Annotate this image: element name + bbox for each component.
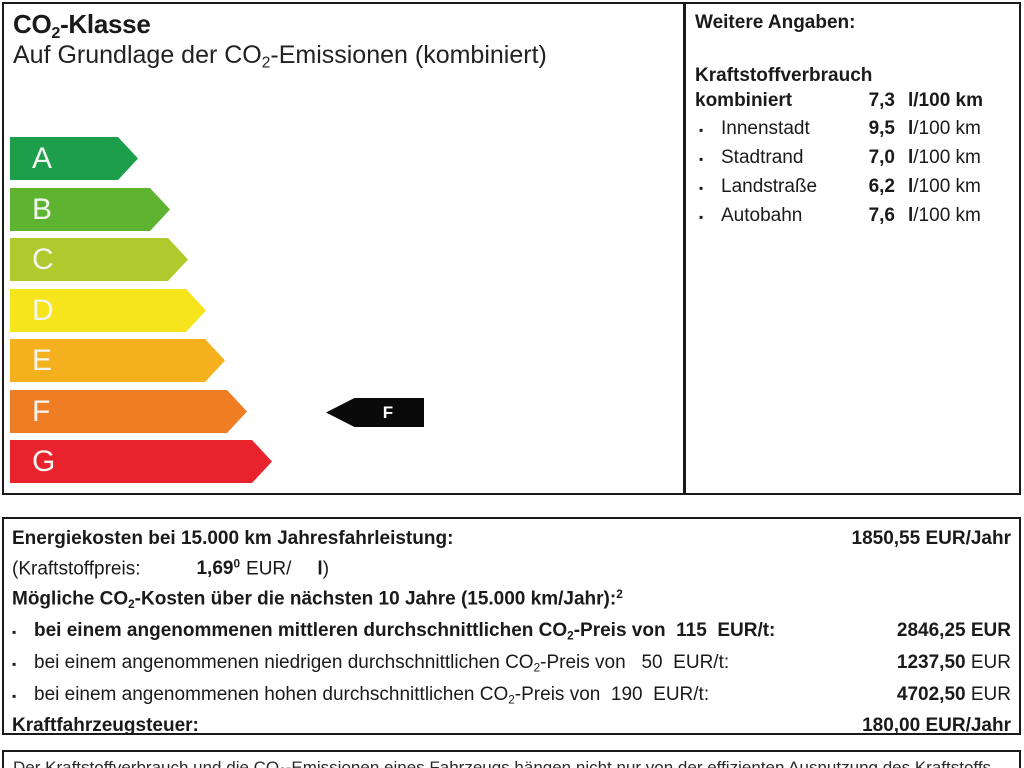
panel-divider [683, 4, 686, 493]
consumption-row-combined: kombiniert 7,3 l/100 km [695, 87, 1015, 115]
row-unit: l/100 km [908, 147, 981, 168]
row-label: Innenstadt [721, 118, 810, 139]
weitere-angaben-heading: Weitere Angaben: [695, 12, 856, 33]
co2-cost-scenario-medium: ▪ bei einem angenommenen mittleren durch… [12, 618, 1011, 650]
class-letter: B [32, 192, 53, 226]
scenario-text: bei einem angenommenen mittleren durchsc… [34, 620, 776, 643]
scenario-amount: 2846,25 EUR [896, 620, 1011, 642]
vehicle-class-marker: F [326, 398, 424, 427]
class-arrow-b: B [10, 188, 170, 231]
energy-costs-value: 1850,55 EUR/Jahr [851, 528, 1012, 549]
energy-costs-line: Energiekosten bei 15.000 km Jahresfahrle… [12, 526, 1011, 552]
fuel-price-value: 1,690 [196, 558, 241, 580]
scenario-text: bei einem angenommenen niedrigen durchsc… [34, 652, 730, 675]
scenario-amount: 4702,50 EUR [896, 683, 1011, 705]
marker-letter: F [382, 402, 394, 422]
co2-cost-scenario-high: ▪ bei einem angenommenen hohen durchschn… [12, 682, 1011, 714]
class-arrow-a: A [10, 137, 138, 180]
class-letter: C [32, 242, 54, 276]
co2-costs-heading: Mögliche CO2-Kosten über die nächsten 10… [12, 588, 623, 612]
consumption-row-autobahn: ▪ Autobahn 7,6 l/100 km [695, 202, 1015, 231]
bullet-icon: ▪ [12, 657, 17, 671]
class-arrow-g: G [10, 440, 272, 483]
row-label: Autobahn [721, 205, 803, 226]
panel-title: CO2-Klasse [13, 9, 151, 42]
consumption-heading: Kraftstoffverbrauch [695, 65, 873, 86]
footnote-text-truncated: Der Kraftstoffverbrauch und die CO₂-Emis… [13, 758, 996, 768]
bullet-icon: ▪ [699, 123, 704, 137]
scenario-amount: 1237,50 EUR [896, 652, 1011, 673]
class-letter: D [32, 293, 54, 327]
row-unit: l/100 km [908, 90, 984, 111]
row-label: Landstraße [721, 176, 818, 197]
class-letter: A [32, 141, 53, 175]
vehicle-tax-line: Kraftfahrzeugsteuer: 180,00 EUR/Jahr [12, 713, 1011, 739]
consumption-row-stadtrand: ▪ Stadtrand 7,0 l/100 km [695, 144, 1015, 173]
vehicle-tax-value: 180,00 EUR/Jahr [862, 715, 1011, 737]
panel-subtitle: Auf Grundlage der CO2-Emissionen (kombin… [13, 41, 547, 72]
row-value: 7,6 [868, 205, 895, 226]
row-unit: l/100 km [908, 118, 981, 139]
co2-cost-scenario-low: ▪ bei einem angenommenen niedrigen durch… [12, 650, 1011, 682]
row-unit: l/100 km [908, 205, 981, 226]
fuel-price-line: (Kraftstoffpreis: 1,690 EUR/l) [12, 558, 330, 580]
class-arrow-f: F [10, 390, 247, 433]
row-value: 6,2 [868, 176, 895, 197]
bullet-icon: ▪ [699, 210, 704, 224]
fuel-price-label: (Kraftstoffpreis: [12, 558, 141, 580]
fuel-price-unit: EUR/ [246, 558, 292, 580]
row-unit: l/100 km [908, 176, 981, 197]
costs-panel: Energiekosten bei 15.000 km Jahresfahrle… [2, 517, 1021, 736]
class-arrow-e: E [10, 339, 225, 382]
row-value: 9,5 [868, 118, 895, 139]
class-letter: F [32, 394, 51, 428]
bullet-icon: ▪ [12, 688, 17, 703]
fuel-price-liter: l [317, 558, 323, 580]
class-letter: E [32, 343, 53, 377]
energy-costs-label: Energiekosten bei 15.000 km Jahresfahrle… [12, 528, 454, 549]
class-arrow-c: C [10, 238, 188, 281]
footnote-panel: Der Kraftstoffverbrauch und die CO₂-Emis… [2, 750, 1021, 768]
row-value: 7,0 [868, 147, 895, 168]
bullet-icon: ▪ [699, 152, 704, 166]
vehicle-tax-label: Kraftfahrzeugsteuer: [12, 715, 199, 737]
bullet-icon: ▪ [12, 625, 17, 640]
co2-class-panel: CO2-Klasse Auf Grundlage der CO2-Emissio… [2, 2, 1021, 495]
weitere-angaben-panel: Weitere Angaben: Kraftstoffverbrauch kom… [686, 4, 1021, 493]
row-label: kombiniert [695, 90, 793, 111]
class-arrow-d: D [10, 289, 206, 332]
consumption-row-landstrasse: ▪ Landstraße 6,2 l/100 km [695, 173, 1015, 202]
scenario-text: bei einem angenommenen hohen durchschnit… [34, 683, 710, 707]
bullet-icon: ▪ [699, 181, 704, 195]
row-label: Stadtrand [721, 147, 804, 168]
consumption-row-innenstadt: ▪ Innenstadt 9,5 l/100 km [695, 115, 1015, 144]
class-letter: G [32, 444, 56, 478]
row-value: 7,3 [868, 90, 895, 111]
